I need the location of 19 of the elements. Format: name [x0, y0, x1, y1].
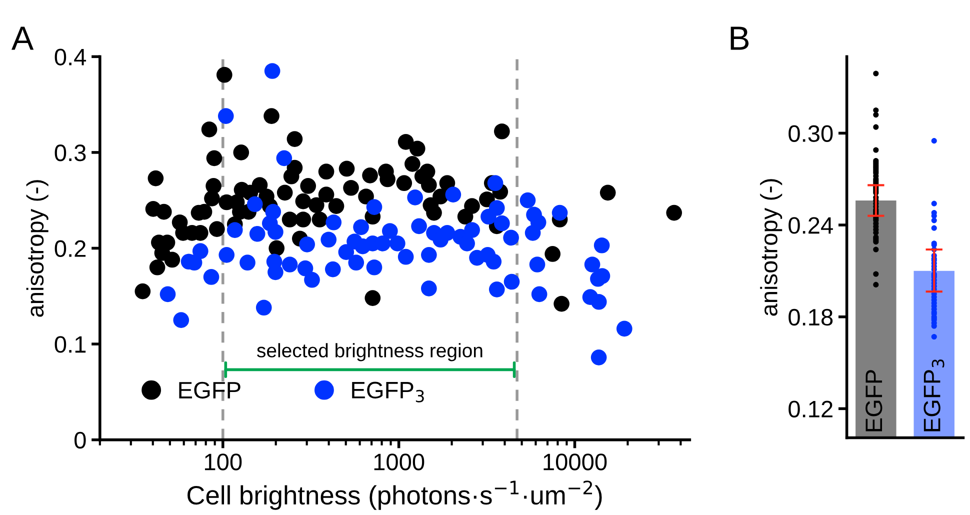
y-tick-label: 0.12 [788, 400, 832, 418]
y-axis-title: anisotropy (-) [26, 180, 48, 317]
annotation: selected brightness region [257, 343, 482, 362]
chart-title: B [730, 26, 749, 50]
y-tick-label: 0.18 [788, 308, 833, 326]
chart-title: A [12, 26, 34, 50]
y-tick-label: 0.30 [788, 125, 833, 142]
y-axis-title: anisotropy (-) [760, 179, 782, 316]
x-tick-label: 10000 [544, 454, 607, 470]
x-axis-title: Cell brightness (photons·s$^{−1}$·um$^{−2}$) [188, 480, 602, 510]
y-tick-label: 0.3 [54, 144, 86, 162]
x-tick-label: EGFP$_{3}$ [924, 359, 944, 432]
y-tick-label: 0.1 [54, 336, 86, 353]
y-tick-label: 0.4 [54, 48, 86, 66]
y-tick-label: 0.2 [54, 240, 86, 258]
y-tick-label: 0.24 [788, 217, 833, 234]
x-tick-label: 1000 [374, 454, 424, 470]
x-tick-label: 100 [204, 454, 242, 470]
y-tick-label: 0 [74, 432, 86, 449]
